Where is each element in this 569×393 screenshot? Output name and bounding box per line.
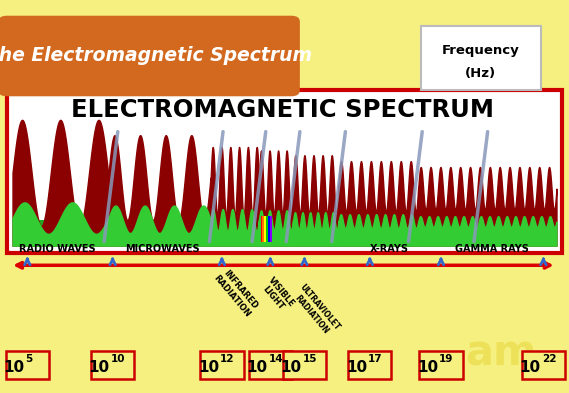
Bar xyxy=(268,216,270,242)
FancyBboxPatch shape xyxy=(421,26,541,90)
Text: MICROWAVES: MICROWAVES xyxy=(125,244,200,253)
Bar xyxy=(249,351,292,379)
Text: 10: 10 xyxy=(89,360,110,375)
Text: 12: 12 xyxy=(220,354,234,364)
Bar xyxy=(200,351,244,379)
Text: VISIBLE
LIGHT: VISIBLE LIGHT xyxy=(258,275,296,315)
Text: 15: 15 xyxy=(303,354,317,364)
Text: Frequency: Frequency xyxy=(442,44,519,57)
Text: GAMMA RAYS: GAMMA RAYS xyxy=(455,244,529,253)
Bar xyxy=(265,216,266,242)
Text: ELECTROMAGNETIC SPECTRUM: ELECTROMAGNETIC SPECTRUM xyxy=(71,98,494,122)
Bar xyxy=(91,351,134,379)
Text: 10: 10 xyxy=(3,360,24,375)
Text: 14: 14 xyxy=(269,354,283,364)
Bar xyxy=(262,216,265,242)
Text: 17: 17 xyxy=(368,354,383,364)
Text: The Electromagnetic Spectrum: The Electromagnetic Spectrum xyxy=(0,46,312,65)
Text: 22: 22 xyxy=(542,354,556,364)
Bar xyxy=(13,220,556,246)
Text: X-RAYS: X-RAYS xyxy=(370,244,409,253)
Text: INFRARED
RADIATION: INFRARED RADIATION xyxy=(212,267,260,320)
Text: ULTRAVIOLET
RADIATION: ULTRAVIOLET RADIATION xyxy=(290,283,341,339)
Bar xyxy=(270,216,272,242)
Text: 19: 19 xyxy=(439,354,453,364)
Text: 10: 10 xyxy=(198,360,219,375)
Text: RADIO WAVES: RADIO WAVES xyxy=(19,244,95,253)
Text: (Hz): (Hz) xyxy=(465,67,496,81)
Text: 10: 10 xyxy=(281,360,302,375)
Bar xyxy=(419,351,463,379)
Bar xyxy=(266,216,268,242)
Bar xyxy=(348,351,391,379)
Text: 10: 10 xyxy=(246,360,267,375)
Text: 10: 10 xyxy=(417,360,438,375)
FancyBboxPatch shape xyxy=(0,16,300,96)
Text: 10: 10 xyxy=(346,360,367,375)
Text: 10: 10 xyxy=(111,354,125,364)
Bar xyxy=(7,90,562,253)
Text: am: am xyxy=(465,333,537,375)
Text: 10: 10 xyxy=(519,360,541,375)
Bar xyxy=(522,351,565,379)
Bar xyxy=(261,216,262,242)
Text: 5: 5 xyxy=(26,354,33,364)
Bar xyxy=(6,351,49,379)
Bar xyxy=(283,351,326,379)
